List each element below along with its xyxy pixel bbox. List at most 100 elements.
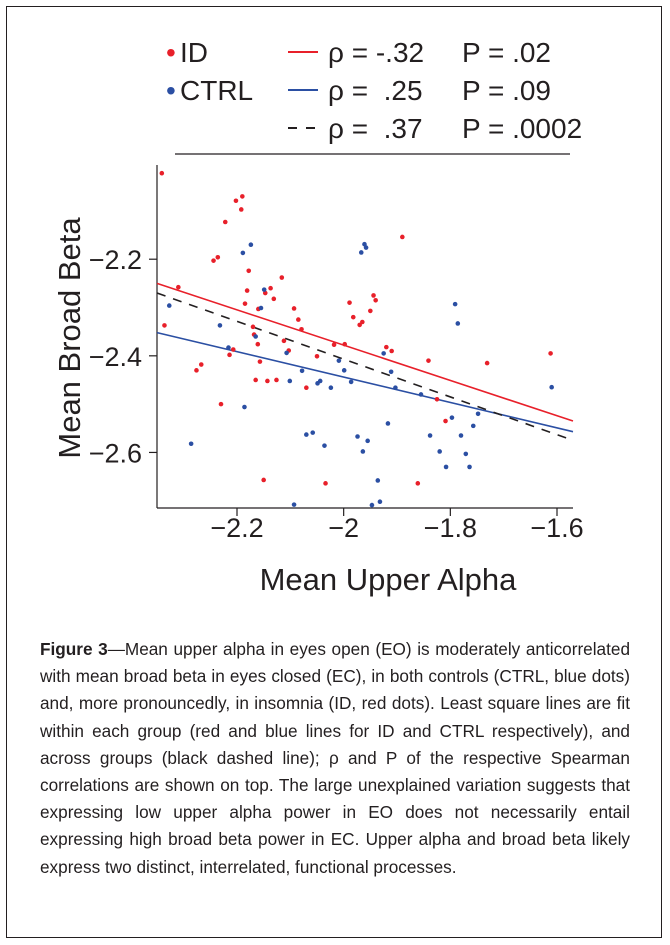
point-ctrl [467,464,472,470]
point-id [426,358,431,363]
point-ctrl [388,369,394,375]
point-ctrl [363,245,369,250]
legend-all-rho: ρ = .37 [328,113,423,144]
point-id [194,368,199,373]
point-id [296,317,301,322]
y-axis-label: Mean Broad Beta [52,217,87,459]
point-id [211,258,216,263]
point-ctrl [317,378,323,384]
figure-frame [6,6,662,938]
point-id [373,297,378,303]
point-ctrl [360,449,366,454]
axes: −2.2 −2 −1.8 −1.6 −2.2 −2.4 −2.6 [89,165,584,543]
point-id [360,319,365,325]
point-id [389,348,394,354]
point-id [159,170,165,176]
legend-id-marker: • [166,37,176,68]
point-id [415,481,421,486]
point-id [246,268,252,274]
y-tick-label: −2.6 [89,438,142,468]
point-id [198,362,204,367]
point-ctrl [304,432,309,437]
point-ctrl [393,385,398,391]
point-ctrl [291,502,297,507]
point-ctrl [328,385,334,391]
fit-line-ctrl [156,331,574,433]
point-ctrl [427,433,433,438]
point-ctrl [240,250,246,256]
point-id [314,354,320,359]
x-tick-label: −2 [328,513,359,543]
legend-id-rho: ρ = -.32 [328,37,424,68]
legend-ctrl-rho: ρ = .25 [328,75,423,106]
point-id [323,481,328,486]
point-ctrl [418,392,424,397]
scatter-chart: • ID • CTRL ρ = -.32 P = .02 ρ = .25 P =… [52,37,584,597]
point-ctrl [226,345,231,350]
point-ctrl [322,443,327,448]
point-id [347,300,352,305]
point-ctrl [452,301,458,307]
point-ctrl [310,430,316,435]
point-id [227,352,232,358]
fit-line-id [156,282,574,422]
data-points [159,170,554,508]
x-tick-label: −1.6 [530,513,583,543]
y-tick-label: −2.4 [89,342,142,372]
point-id [443,418,448,424]
point-id [215,254,221,260]
legend-ctrl-p: P = .09 [462,75,551,106]
point-ctrl [358,250,364,255]
point-id [484,360,490,366]
point-id [400,234,405,240]
point-ctrl [458,433,464,438]
point-id [434,397,440,402]
point-ctrl [463,451,469,457]
point-id [265,378,270,384]
point-id [271,296,277,302]
point-id [162,323,167,328]
legend-ctrl-marker: • [166,75,176,106]
point-ctrl [188,441,194,447]
point-id [250,324,256,330]
legend-all-p: P = .0002 [462,113,582,144]
point-id [368,308,373,314]
point-ctrl [369,502,375,508]
point-ctrl [470,423,476,429]
y-ticks: −2.2 −2.4 −2.6 [89,245,157,468]
legend-id-label: ID [180,37,208,68]
point-id [255,341,261,347]
point-id [291,306,297,311]
point-ctrl [437,449,442,454]
point-ctrl [258,305,264,311]
point-ctrl [443,464,449,470]
point-id [233,198,239,204]
point-id [238,207,244,212]
point-id [350,314,356,320]
point-id [218,401,224,407]
point-ctrl [261,287,267,292]
point-id [268,285,273,291]
point-ctrl [365,438,370,444]
legend-id-p: P = .02 [462,37,551,68]
point-ctrl [355,434,360,439]
fit-lines [156,282,574,442]
point-id [548,351,553,356]
point-ctrl [284,350,289,356]
point-id [384,344,389,350]
point-ctrl [549,384,554,390]
point-id [331,342,337,348]
point-ctrl [377,499,383,505]
point-id [242,301,248,306]
point-ctrl [253,334,258,339]
legend: • ID • CTRL ρ = -.32 P = .02 ρ = .25 P =… [166,37,582,155]
point-ctrl [455,321,461,326]
point-id [253,377,258,383]
legend-ctrl-label: CTRL [180,75,253,106]
x-ticks: −2.2 −2 −1.8 −1.6 [210,508,584,543]
point-id [240,194,245,199]
point-id [244,288,250,293]
point-ctrl [242,404,247,410]
point-ctrl [385,421,391,426]
x-tick-label: −1.8 [424,513,477,543]
